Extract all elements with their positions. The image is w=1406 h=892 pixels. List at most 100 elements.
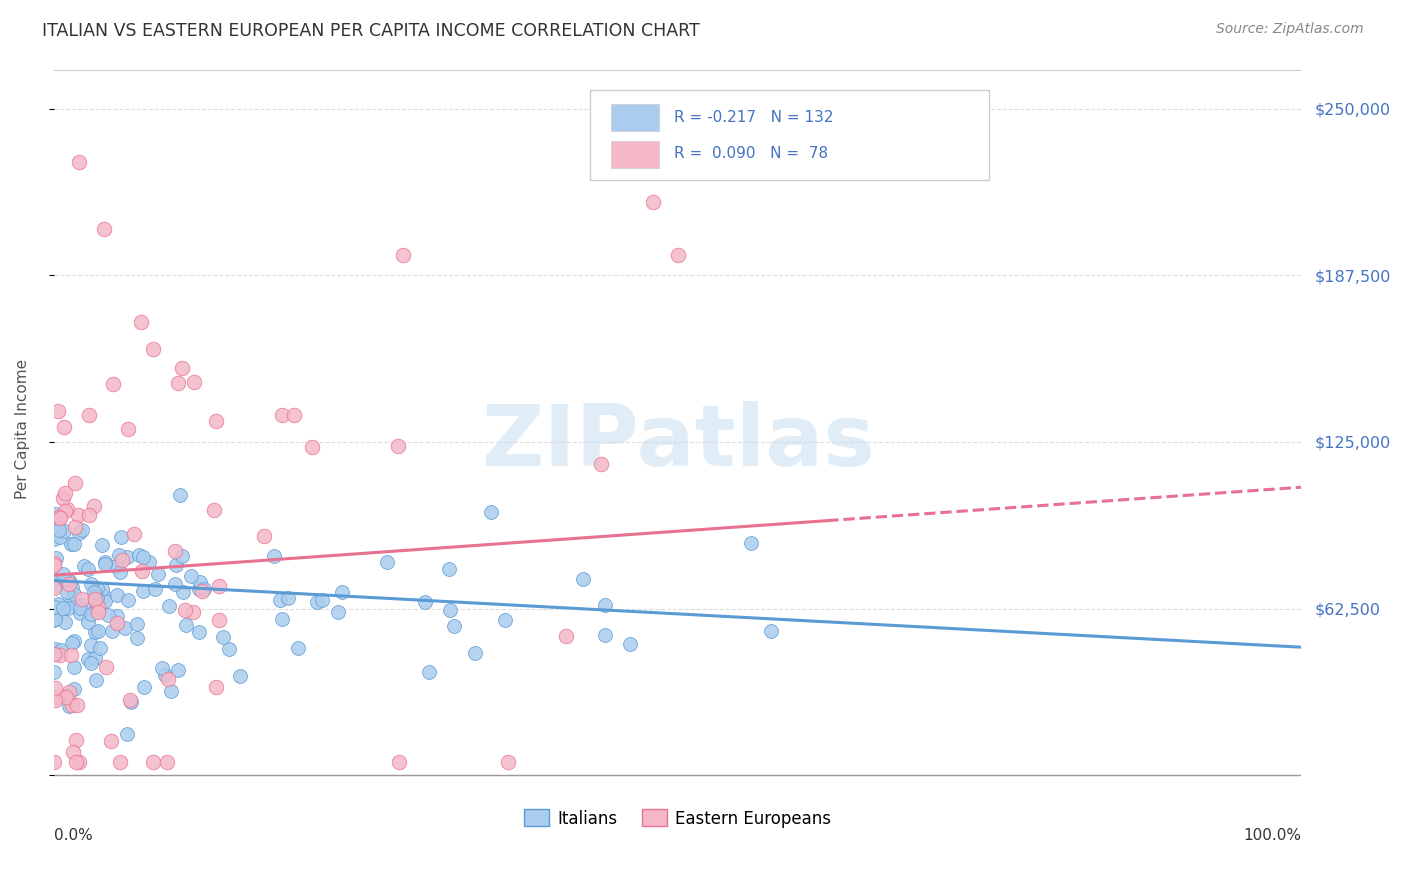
Point xyxy=(45,550,67,565)
Point xyxy=(42,532,65,546)
Point xyxy=(60,636,83,650)
Point xyxy=(77,409,100,423)
Point xyxy=(86,604,108,618)
Point xyxy=(208,614,231,628)
Point xyxy=(56,585,79,599)
Point xyxy=(46,576,69,591)
Point xyxy=(44,681,66,695)
Point xyxy=(86,581,108,595)
Point xyxy=(619,637,641,651)
Point xyxy=(58,685,80,699)
Point xyxy=(591,457,613,471)
Point xyxy=(44,646,66,660)
Point xyxy=(188,574,211,589)
FancyBboxPatch shape xyxy=(591,90,990,180)
Point xyxy=(44,599,66,614)
Point xyxy=(193,582,215,597)
Point xyxy=(52,601,75,615)
Point xyxy=(740,536,762,550)
Point xyxy=(62,660,84,674)
Bar xyxy=(612,141,659,168)
Point xyxy=(77,615,100,629)
Point xyxy=(167,663,190,677)
Point xyxy=(58,601,80,615)
Point xyxy=(80,639,103,653)
Point xyxy=(108,565,131,579)
Point xyxy=(129,315,152,329)
Point xyxy=(277,591,299,605)
Point xyxy=(172,585,194,599)
Point xyxy=(53,420,76,434)
Point xyxy=(554,630,576,644)
Point xyxy=(93,221,115,235)
Point xyxy=(157,672,180,686)
Point xyxy=(326,605,349,619)
Point xyxy=(84,625,107,640)
Point xyxy=(134,680,156,694)
Legend: Italians, Eastern Europeans: Italians, Eastern Europeans xyxy=(517,803,838,834)
Point xyxy=(60,580,83,594)
Point xyxy=(49,510,72,524)
Point xyxy=(174,617,197,632)
Point xyxy=(94,555,117,569)
Point xyxy=(437,562,460,576)
Point xyxy=(439,603,461,617)
Point xyxy=(69,607,91,621)
Point xyxy=(263,549,285,563)
Point xyxy=(96,660,118,674)
Point xyxy=(62,745,84,759)
Point xyxy=(52,491,75,505)
Text: R =  0.090   N =  78: R = 0.090 N = 78 xyxy=(673,146,828,161)
Point xyxy=(45,690,67,705)
Point xyxy=(91,538,114,552)
Point xyxy=(59,574,82,589)
Point xyxy=(330,584,353,599)
Point xyxy=(100,734,122,748)
Point xyxy=(170,549,193,563)
Bar xyxy=(612,103,659,131)
Point xyxy=(165,544,187,558)
Point xyxy=(418,665,440,680)
Point xyxy=(229,669,252,683)
Point xyxy=(70,592,93,607)
Point xyxy=(142,342,165,356)
Point xyxy=(128,548,150,562)
Text: ITALIAN VS EASTERN EUROPEAN PER CAPITA INCOME CORRELATION CHART: ITALIAN VS EASTERN EUROPEAN PER CAPITA I… xyxy=(42,22,700,40)
Point xyxy=(70,523,93,537)
Point xyxy=(301,441,323,455)
Point xyxy=(49,643,72,657)
Point xyxy=(114,621,136,635)
Point xyxy=(191,583,214,598)
Point xyxy=(105,559,128,574)
Point xyxy=(153,667,176,681)
Point xyxy=(165,558,187,573)
Point xyxy=(160,684,183,698)
Point xyxy=(66,508,89,523)
Point xyxy=(269,592,291,607)
Y-axis label: Per Capita Income: Per Capita Income xyxy=(15,359,30,499)
Point xyxy=(42,647,65,661)
Point xyxy=(44,641,66,656)
Point xyxy=(84,650,107,665)
Point xyxy=(56,688,79,702)
Point xyxy=(165,576,187,591)
Point xyxy=(132,584,155,599)
Point xyxy=(132,549,155,564)
Text: Source: ZipAtlas.com: Source: ZipAtlas.com xyxy=(1216,22,1364,37)
Point xyxy=(157,599,180,614)
Point xyxy=(170,361,193,376)
Point xyxy=(48,510,70,524)
Point xyxy=(122,527,145,541)
Text: 0.0%: 0.0% xyxy=(53,828,93,843)
Point xyxy=(58,699,80,714)
Point xyxy=(86,673,108,687)
Point xyxy=(73,559,96,574)
Point xyxy=(205,413,228,427)
Point xyxy=(77,562,100,576)
Point xyxy=(65,698,87,712)
Point xyxy=(44,665,66,680)
Point xyxy=(388,755,411,769)
Point xyxy=(377,555,399,569)
Point xyxy=(138,555,160,569)
Point xyxy=(150,661,173,675)
